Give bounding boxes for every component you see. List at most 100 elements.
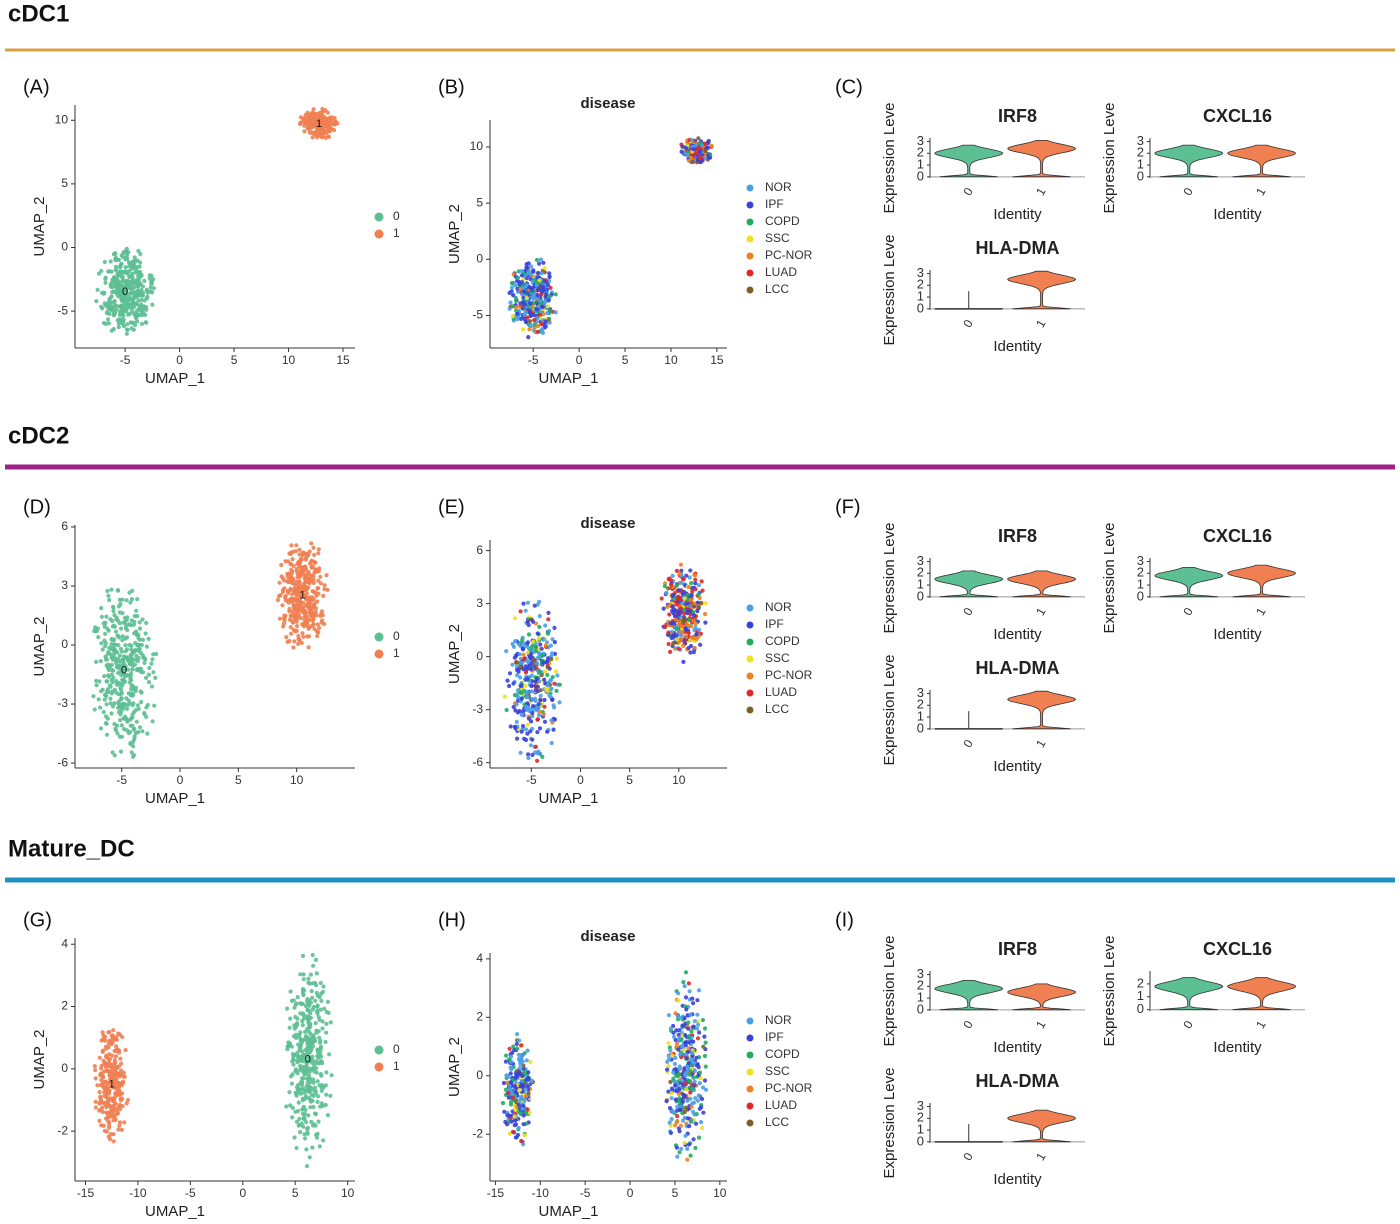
cell-dot bbox=[507, 1057, 512, 1062]
cell-dot bbox=[316, 1094, 321, 1099]
cell-dot bbox=[288, 551, 293, 557]
cell-dot bbox=[294, 1091, 299, 1097]
cell-dot bbox=[310, 1037, 315, 1042]
gene-title: HLA-DMA bbox=[976, 1071, 1060, 1091]
cell-dot bbox=[527, 319, 533, 324]
cell-dot bbox=[114, 1044, 119, 1049]
cell-dot bbox=[126, 312, 131, 317]
cell-dot bbox=[288, 625, 293, 630]
cell-dot bbox=[120, 321, 125, 326]
cell-dot bbox=[680, 1099, 686, 1104]
cell-dot bbox=[115, 588, 120, 593]
cell-dot bbox=[121, 1079, 126, 1084]
cell-dot bbox=[687, 1124, 692, 1129]
cell-dot bbox=[537, 261, 542, 266]
x-axis-label: Identity bbox=[993, 1039, 1042, 1056]
x-tick-label: 10 bbox=[282, 353, 296, 367]
cell-dot bbox=[666, 1053, 671, 1058]
cell-dot bbox=[101, 621, 106, 626]
cell-dot bbox=[693, 625, 698, 630]
cell-dot bbox=[671, 1070, 676, 1075]
cell-dot bbox=[292, 1135, 297, 1140]
cell-dot bbox=[664, 590, 669, 596]
cell-dot bbox=[119, 696, 124, 701]
cell-dot bbox=[135, 703, 140, 708]
cell-dot bbox=[299, 594, 304, 599]
cell-dot bbox=[686, 1061, 691, 1066]
cell-dot bbox=[320, 1060, 325, 1066]
cell-dot bbox=[506, 1095, 511, 1100]
x-tick-label: 5 bbox=[672, 1186, 679, 1200]
cell-dot bbox=[150, 719, 155, 724]
cell-dot bbox=[319, 110, 324, 115]
cell-dot bbox=[110, 1053, 115, 1058]
cell-dot bbox=[116, 257, 121, 262]
legend-label: NOR bbox=[765, 600, 792, 614]
cell-dot bbox=[527, 310, 533, 315]
cell-dot bbox=[297, 1123, 302, 1128]
cell-dot bbox=[103, 275, 108, 280]
cell-dot bbox=[509, 1119, 514, 1124]
cell-dot bbox=[525, 650, 530, 655]
cell-dot bbox=[134, 667, 139, 672]
cell-dot bbox=[132, 734, 137, 739]
y-tick-label: -6 bbox=[472, 755, 483, 769]
cell-dot bbox=[129, 643, 134, 648]
cell-dot bbox=[106, 1030, 111, 1035]
cell-dot bbox=[515, 315, 520, 320]
cell-dot bbox=[112, 701, 117, 706]
cell-dot bbox=[303, 121, 308, 126]
cell-dot bbox=[117, 1032, 122, 1037]
cell-dot bbox=[284, 1104, 289, 1109]
cell-dot bbox=[129, 309, 134, 314]
cell-dot bbox=[535, 316, 540, 321]
cell-dot bbox=[98, 705, 103, 710]
cell-dot bbox=[676, 1047, 681, 1052]
cell-dot bbox=[117, 1102, 123, 1108]
cell-dot bbox=[124, 293, 129, 298]
cell-dot bbox=[295, 1016, 300, 1021]
y-tick-label: -3 bbox=[472, 702, 483, 716]
cell-dot bbox=[123, 265, 128, 270]
cell-dot bbox=[324, 1070, 329, 1075]
cell-dot bbox=[127, 282, 132, 287]
cell-dot bbox=[666, 630, 671, 635]
cell-dot bbox=[106, 1134, 111, 1139]
cell-dot bbox=[536, 323, 541, 329]
legend-label: 1 bbox=[393, 226, 400, 240]
cell-dot bbox=[311, 577, 316, 582]
x-tick-label: -5 bbox=[580, 1186, 591, 1200]
y-axis-label: Expression Leve bbox=[881, 936, 898, 1047]
cell-dot bbox=[542, 697, 547, 703]
cell-dot bbox=[528, 743, 534, 748]
cell-dot bbox=[315, 1053, 320, 1059]
cell-dot bbox=[530, 285, 535, 290]
cell-dot bbox=[521, 1122, 526, 1127]
cell-dot bbox=[667, 1120, 672, 1125]
cell-dot bbox=[101, 1075, 106, 1080]
cell-dot bbox=[130, 667, 135, 672]
cell-dot bbox=[127, 658, 132, 663]
cell-dot bbox=[306, 599, 311, 604]
cell-dot bbox=[329, 115, 334, 120]
cell-dot bbox=[132, 614, 137, 619]
cell-dot bbox=[301, 1124, 306, 1129]
cell-dot bbox=[152, 703, 157, 708]
cell-dot bbox=[535, 684, 541, 689]
cell-dot bbox=[304, 1014, 309, 1019]
y-tick-label: 2 bbox=[476, 1009, 483, 1023]
cell-dot bbox=[303, 1029, 308, 1034]
cell-dot bbox=[518, 1087, 523, 1092]
cell-dot bbox=[108, 664, 113, 669]
cell-dot bbox=[686, 585, 692, 590]
cell-dot bbox=[669, 629, 675, 634]
cell-dot bbox=[540, 330, 546, 335]
cell-dot bbox=[682, 1072, 688, 1077]
cell-dot bbox=[522, 736, 527, 741]
cell-dot bbox=[515, 1046, 520, 1051]
cell-dot bbox=[328, 1020, 333, 1025]
cell-dot bbox=[315, 633, 320, 639]
cell-dot bbox=[121, 270, 126, 275]
